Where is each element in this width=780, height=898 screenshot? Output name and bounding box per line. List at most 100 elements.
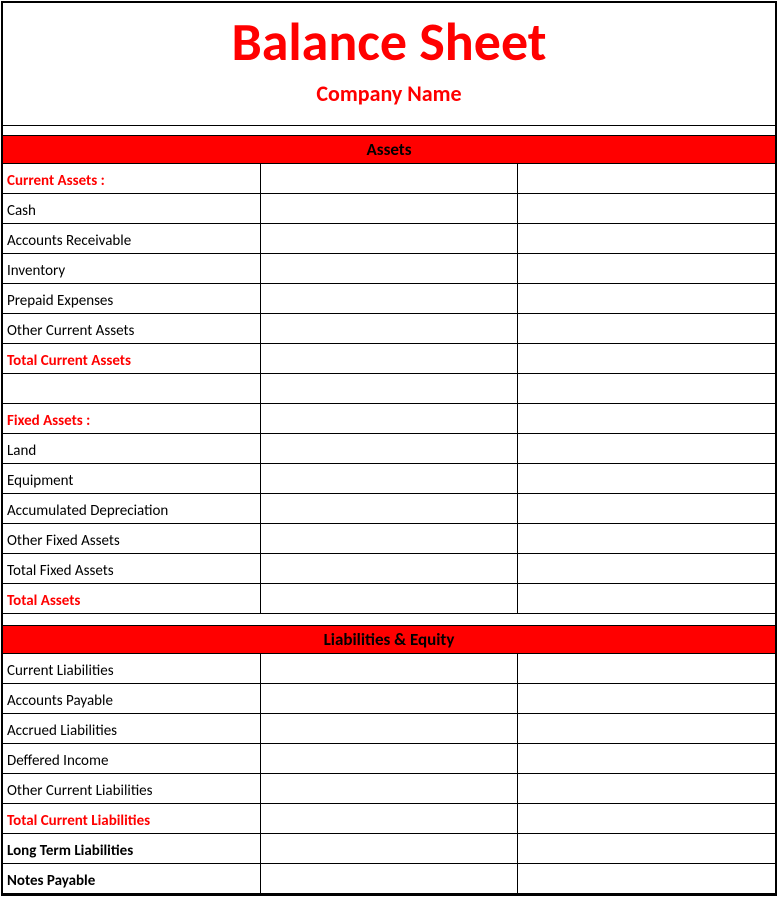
table-row: Notes Payable xyxy=(3,864,775,894)
table-row: Accumulated Depreciation xyxy=(3,494,775,524)
table-row: Other Current Assets xyxy=(3,314,775,344)
row-value-1[interactable] xyxy=(260,684,517,714)
section-header: Assets xyxy=(3,136,775,164)
row-value-1[interactable] xyxy=(260,464,517,494)
row-value-2[interactable] xyxy=(518,314,775,344)
row-value-1[interactable] xyxy=(260,524,517,554)
row-label: Prepaid Expenses xyxy=(3,284,260,314)
table-row: Fixed Assets : xyxy=(3,404,775,434)
row-label: Long Term Liabilities xyxy=(3,834,260,864)
row-value-1[interactable] xyxy=(260,434,517,464)
table-row: Deffered Income xyxy=(3,744,775,774)
row-label: Total Current Assets xyxy=(3,344,260,374)
table-row: Total Current Liabilities xyxy=(3,804,775,834)
row-value-1[interactable] xyxy=(260,404,517,434)
row-value-2[interactable] xyxy=(518,404,775,434)
row-label: Accounts Receivable xyxy=(3,224,260,254)
row-label: Current Liabilities xyxy=(3,654,260,684)
row-label: Total Current Liabilities xyxy=(3,804,260,834)
row-label: Other Current Assets xyxy=(3,314,260,344)
row-value-2[interactable] xyxy=(518,344,775,374)
table-row: Equipment xyxy=(3,464,775,494)
row-value-1[interactable] xyxy=(260,284,517,314)
row-value-1[interactable] xyxy=(260,494,517,524)
row-value-2[interactable] xyxy=(518,864,775,894)
row-value-2[interactable] xyxy=(518,524,775,554)
row-value-2[interactable] xyxy=(518,494,775,524)
table-row: Other Fixed Assets xyxy=(3,524,775,554)
row-value-1[interactable] xyxy=(260,864,517,894)
balance-table: AssetsCurrent Assets :CashAccounts Recei… xyxy=(3,125,775,894)
table-row: Prepaid Expenses xyxy=(3,284,775,314)
table-row: Long Term Liabilities xyxy=(3,834,775,864)
row-value-1[interactable] xyxy=(260,834,517,864)
balance-sheet: Balance Sheet Company Name AssetsCurrent… xyxy=(1,1,777,896)
row-value-1[interactable] xyxy=(260,224,517,254)
row-value-2[interactable] xyxy=(518,224,775,254)
row-value-1[interactable] xyxy=(260,314,517,344)
row-label: Accumulated Depreciation xyxy=(3,494,260,524)
row-value-1[interactable] xyxy=(260,774,517,804)
document-subtitle: Company Name xyxy=(3,80,775,107)
row-value-2[interactable] xyxy=(518,804,775,834)
row-value-2[interactable] xyxy=(518,374,775,404)
row-value-2[interactable] xyxy=(518,164,775,194)
row-value-2[interactable] xyxy=(518,654,775,684)
row-value-2[interactable] xyxy=(518,684,775,714)
row-value-1[interactable] xyxy=(260,804,517,834)
row-value-2[interactable] xyxy=(518,744,775,774)
table-row: Total Assets xyxy=(3,584,775,614)
table-row: Accounts Payable xyxy=(3,684,775,714)
row-value-2[interactable] xyxy=(518,774,775,804)
table-row: Current Assets : xyxy=(3,164,775,194)
table-row xyxy=(3,374,775,404)
row-label: Fixed Assets : xyxy=(3,404,260,434)
table-row: Inventory xyxy=(3,254,775,284)
row-value-1[interactable] xyxy=(260,164,517,194)
row-value-1[interactable] xyxy=(260,254,517,284)
table-row: Accrued Liabilities xyxy=(3,714,775,744)
table-row: Total Fixed Assets xyxy=(3,554,775,584)
row-value-2[interactable] xyxy=(518,254,775,284)
row-value-2[interactable] xyxy=(518,464,775,494)
table-row: Accounts Receivable xyxy=(3,224,775,254)
row-label: Other Fixed Assets xyxy=(3,524,260,554)
row-value-2[interactable] xyxy=(518,834,775,864)
section-header-label: Assets xyxy=(3,136,775,164)
row-value-1[interactable] xyxy=(260,654,517,684)
table-row: Total Current Assets xyxy=(3,344,775,374)
row-value-1[interactable] xyxy=(260,554,517,584)
row-value-1[interactable] xyxy=(260,194,517,224)
row-label: Inventory xyxy=(3,254,260,284)
row-value-2[interactable] xyxy=(518,584,775,614)
row-label xyxy=(3,374,260,404)
section-spacer xyxy=(3,614,775,626)
header-block: Balance Sheet Company Name xyxy=(3,3,775,125)
row-label: Cash xyxy=(3,194,260,224)
table-row: Land xyxy=(3,434,775,464)
row-value-1[interactable] xyxy=(260,584,517,614)
row-label: Total Assets xyxy=(3,584,260,614)
row-label: Deffered Income xyxy=(3,744,260,774)
row-label: Equipment xyxy=(3,464,260,494)
row-value-2[interactable] xyxy=(518,434,775,464)
row-label: Current Assets : xyxy=(3,164,260,194)
table-row: Current Liabilities xyxy=(3,654,775,684)
section-header-label: Liabilities & Equity xyxy=(3,626,775,654)
row-label: Accounts Payable xyxy=(3,684,260,714)
row-value-2[interactable] xyxy=(518,554,775,584)
section-header: Liabilities & Equity xyxy=(3,626,775,654)
row-label: Total Fixed Assets xyxy=(3,554,260,584)
row-value-1[interactable] xyxy=(260,744,517,774)
row-value-2[interactable] xyxy=(518,714,775,744)
row-label: Accrued Liabilities xyxy=(3,714,260,744)
row-label: Other Current Liabilities xyxy=(3,774,260,804)
row-value-1[interactable] xyxy=(260,374,517,404)
row-value-2[interactable] xyxy=(518,284,775,314)
row-value-1[interactable] xyxy=(260,344,517,374)
row-value-1[interactable] xyxy=(260,714,517,744)
row-value-2[interactable] xyxy=(518,194,775,224)
row-label: Notes Payable xyxy=(3,864,260,894)
table-row: Other Current Liabilities xyxy=(3,774,775,804)
row-label: Land xyxy=(3,434,260,464)
